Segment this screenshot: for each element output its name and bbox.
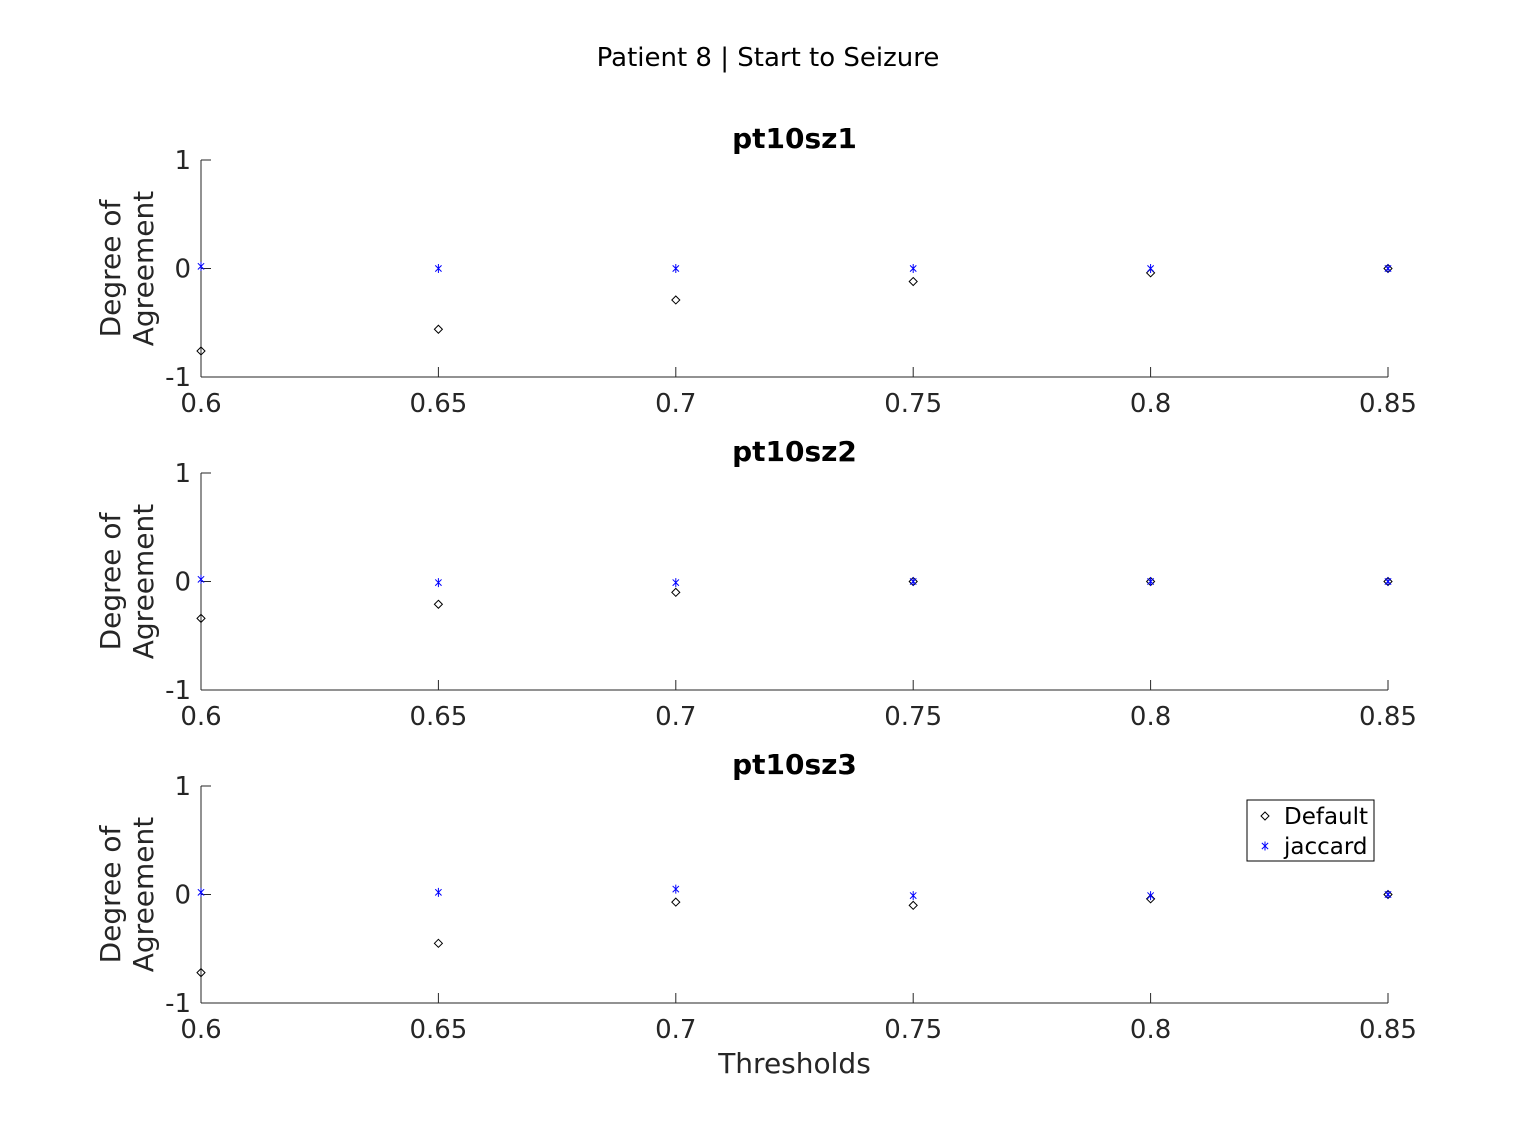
- y-tick-label: -1: [165, 989, 191, 1019]
- data-point-default: [671, 587, 681, 598]
- data-point-jaccard: [1147, 891, 1155, 901]
- x-tick-label: 0.6: [180, 702, 221, 732]
- x-tick-label: 0.8: [1130, 389, 1171, 419]
- y-axis-label-line: Degree of: [94, 824, 127, 963]
- data-point-jaccard: [434, 578, 442, 588]
- data-point-jaccard: [1384, 890, 1392, 899]
- data-point-default: [196, 613, 206, 624]
- legend-marker-jaccard: [1261, 841, 1269, 851]
- y-axis-label-line: Agreement: [127, 504, 160, 660]
- y-axis-label-line: Degree of: [94, 511, 127, 650]
- data-point-jaccard: [1384, 264, 1392, 273]
- legend-label: Default: [1284, 804, 1368, 830]
- x-tick-label: 0.65: [409, 702, 467, 732]
- data-point-default: [196, 346, 206, 356]
- data-point-default: [908, 900, 918, 911]
- subplot-title: pt10sz1: [732, 122, 857, 155]
- y-axis-label: Degree ofAgreement: [94, 191, 160, 347]
- y-tick-label: -1: [165, 676, 191, 706]
- data-point-default: [671, 295, 681, 305]
- data-point-default: [433, 938, 444, 949]
- data-point-default: [196, 967, 206, 978]
- data-point-default: [1145, 894, 1156, 904]
- data-point-jaccard: [672, 884, 680, 894]
- y-tick-label: 0: [174, 881, 191, 911]
- data-point-jaccard: [909, 891, 917, 901]
- x-tick-label: 0.75: [884, 389, 942, 419]
- y-tick-label: 0: [174, 568, 191, 598]
- subplot-title: pt10sz3: [732, 748, 857, 781]
- legend-label: jaccard: [1283, 834, 1368, 860]
- x-tick-label: 0.65: [409, 389, 467, 419]
- data-point-jaccard: [434, 887, 442, 897]
- data-point-jaccard: [434, 264, 442, 273]
- x-tick-label: 0.6: [180, 1015, 221, 1045]
- data-point-default: [433, 599, 444, 609]
- y-tick-label: 1: [174, 772, 191, 802]
- y-axis-label: Degree ofAgreement: [94, 504, 160, 660]
- x-tick-label: 0.85: [1359, 1015, 1417, 1045]
- data-point-jaccard: [1147, 264, 1155, 273]
- y-tick-label: 1: [174, 146, 191, 176]
- x-tick-label: 0.65: [409, 1015, 467, 1045]
- data-point-jaccard: [1147, 577, 1155, 586]
- y-axis-label-line: Agreement: [127, 817, 160, 973]
- y-tick-label: 1: [174, 459, 191, 489]
- data-point-default: [433, 324, 444, 334]
- x-tick-label: 0.8: [1130, 702, 1171, 732]
- data-point-jaccard: [1384, 577, 1392, 586]
- data-point-jaccard: [197, 887, 205, 897]
- subplot-title: pt10sz2: [732, 435, 857, 468]
- data-point-jaccard: [197, 261, 205, 271]
- x-tick-label: 0.85: [1359, 389, 1417, 419]
- data-point-jaccard: [909, 577, 917, 586]
- y-tick-label: 0: [174, 255, 191, 285]
- data-point-jaccard: [672, 578, 680, 588]
- data-point-default: [908, 276, 918, 287]
- x-tick-label: 0.6: [180, 389, 221, 419]
- data-point-jaccard: [672, 264, 680, 273]
- x-tick-label: 0.7: [655, 1015, 696, 1045]
- y-axis-label-line: Degree of: [94, 198, 127, 337]
- x-tick-label: 0.75: [884, 1015, 942, 1045]
- legend-marker-default: [1260, 811, 1270, 821]
- legend-box: [1246, 799, 1375, 862]
- data-point-jaccard: [909, 264, 917, 273]
- data-point-jaccard: [197, 574, 205, 584]
- x-axis-label: Thresholds: [717, 1047, 871, 1080]
- figure-title: Patient 8 | Start to Seizure: [597, 43, 940, 73]
- y-tick-label: -1: [165, 363, 191, 393]
- x-tick-label: 0.7: [655, 702, 696, 732]
- x-tick-label: 0.75: [884, 702, 942, 732]
- x-tick-label: 0.85: [1359, 702, 1417, 732]
- y-axis-label: Degree ofAgreement: [94, 817, 160, 973]
- x-tick-label: 0.7: [655, 389, 696, 419]
- y-axis-label-line: Agreement: [127, 191, 160, 347]
- x-tick-label: 0.8: [1130, 1015, 1171, 1045]
- data-point-default: [671, 897, 681, 907]
